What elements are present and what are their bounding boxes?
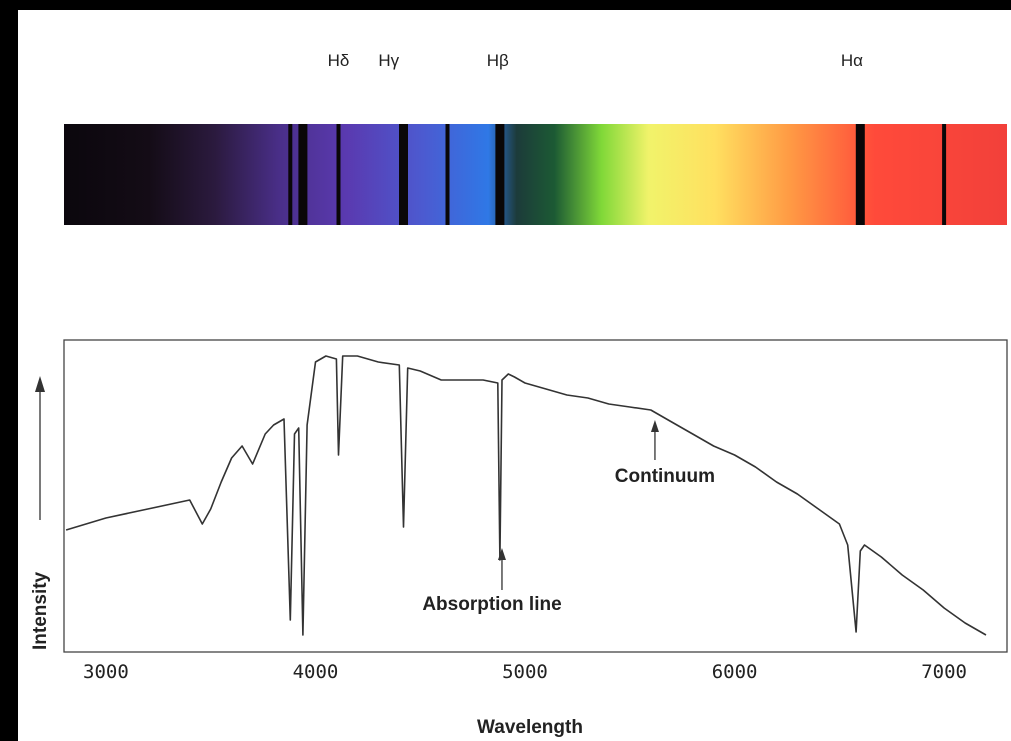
continuum-arrow-icon bbox=[650, 420, 659, 432]
y-axis-label: Intensity bbox=[30, 571, 51, 650]
x-axis-label: Wavelength bbox=[477, 717, 583, 738]
plot-frame bbox=[63, 339, 1008, 653]
spectral-line-label-3: Hα bbox=[841, 51, 863, 70]
figure-paper: Hδ Hγ Hβ Hα Intensity 3000 4000 5000 6000 7000 … bbox=[18, 10, 1011, 741]
absorption-arrow-icon bbox=[497, 548, 506, 560]
absorption-band-0 bbox=[288, 124, 293, 225]
x-tick-4000: 4000 bbox=[293, 661, 339, 683]
absorption-band-4 bbox=[445, 124, 450, 225]
spectrum-figure: Hδ Hγ Hβ Hα Intensity 3000 4000 5000 6000 7000 … bbox=[30, 51, 1008, 738]
spectral-line-label-2: Hβ bbox=[487, 51, 509, 70]
spectrum-strip bbox=[64, 124, 1007, 225]
spectrum-band bbox=[64, 124, 1007, 225]
spectral-line-label-0: Hδ bbox=[328, 51, 350, 70]
annotation-continuum: Continuum bbox=[615, 420, 715, 487]
annotation-absorption: Absorption line bbox=[422, 548, 562, 615]
absorption-band-6 bbox=[855, 124, 865, 225]
x-tick-3000: 3000 bbox=[83, 661, 129, 683]
spectral-line-label-1: Hγ bbox=[378, 51, 399, 70]
absorption-label-rest: line bbox=[524, 594, 562, 615]
continuum-label: Continuum bbox=[615, 466, 715, 487]
absorption-band-5 bbox=[495, 124, 505, 225]
absorption-band-2 bbox=[336, 124, 341, 225]
absorption-band-1 bbox=[298, 124, 308, 225]
y-axis: Intensity bbox=[30, 376, 51, 650]
y-axis-arrow-icon bbox=[35, 376, 45, 392]
absorption-label-bold: Absorption bbox=[422, 594, 523, 615]
x-axis-ticks: 3000 4000 5000 6000 7000 bbox=[83, 661, 967, 683]
x-tick-5000: 5000 bbox=[502, 661, 548, 683]
x-tick-7000: 7000 bbox=[921, 661, 967, 683]
absorption-bands bbox=[288, 124, 947, 225]
absorption-band-7 bbox=[942, 124, 947, 225]
intensity-curve bbox=[65, 355, 987, 636]
x-tick-6000: 6000 bbox=[712, 661, 758, 683]
spectral-line-labels: Hδ Hγ Hβ Hα bbox=[328, 51, 863, 70]
absorption-band-3 bbox=[399, 124, 408, 225]
absorption-label: Absorption line bbox=[422, 594, 561, 615]
